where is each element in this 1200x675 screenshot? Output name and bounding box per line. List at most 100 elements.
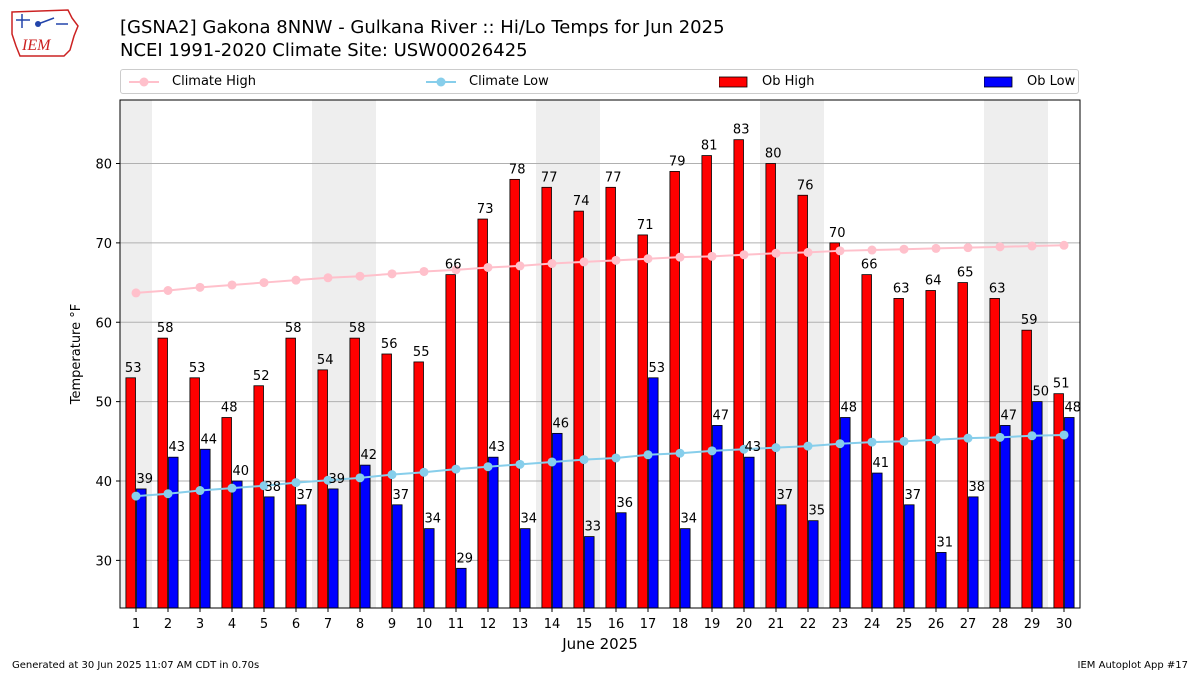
point-climate-high xyxy=(611,255,621,265)
data-label-ob-low: 53 xyxy=(649,361,666,376)
y-tick-label: 40 xyxy=(95,475,112,490)
point-climate-high xyxy=(867,245,877,255)
point-climate-high xyxy=(323,273,333,283)
bar-ob-high xyxy=(765,163,776,609)
legend-label-climate-low: Climate Low xyxy=(469,74,549,89)
x-tick-label: 4 xyxy=(228,617,236,632)
bar-ob-low xyxy=(936,552,947,609)
point-climate-high xyxy=(835,246,845,256)
data-label-ob-low: 37 xyxy=(905,488,922,503)
bar-ob-high xyxy=(381,353,392,609)
bar-ob-low xyxy=(1000,425,1011,609)
bar-ob-low xyxy=(872,472,883,609)
iem-logo: IEM xyxy=(8,6,80,60)
point-climate-low xyxy=(579,455,589,465)
point-climate-high xyxy=(931,243,941,253)
bar-ob-low xyxy=(584,536,595,609)
data-label-ob-high: 58 xyxy=(285,321,302,336)
bar-ob-high xyxy=(1053,393,1064,609)
bar-ob-low xyxy=(616,512,627,609)
data-label-ob-high: 58 xyxy=(349,321,366,336)
data-label-ob-low: 43 xyxy=(489,440,506,455)
point-climate-low xyxy=(451,464,461,474)
bar-ob-low xyxy=(904,504,915,609)
x-tick-label: 30 xyxy=(1056,617,1073,632)
bar-ob-high xyxy=(605,186,616,609)
bar-ob-low xyxy=(360,464,371,609)
point-climate-low xyxy=(355,473,365,483)
point-climate-high xyxy=(547,259,557,269)
data-label-ob-high: 53 xyxy=(125,361,142,376)
point-climate-low xyxy=(899,436,909,446)
data-label-ob-high: 58 xyxy=(157,321,174,336)
data-label-ob-low: 47 xyxy=(713,408,730,423)
iowa-map-logo-icon: IEM xyxy=(11,9,79,57)
bar-ob-high xyxy=(829,242,840,609)
point-climate-high xyxy=(771,248,781,258)
data-label-ob-low: 37 xyxy=(777,488,794,503)
line-climate-high xyxy=(135,244,1065,294)
bar-ob-low xyxy=(968,496,979,609)
y-tick-label: 70 xyxy=(95,237,112,252)
x-tick-label: 26 xyxy=(928,617,945,632)
weekend-band xyxy=(984,100,1016,608)
bar-ob-low xyxy=(264,496,275,609)
point-climate-low xyxy=(515,459,525,469)
bar-ob-high xyxy=(157,337,168,609)
point-climate-low xyxy=(483,462,493,472)
bar-ob-high xyxy=(573,210,584,609)
data-label-ob-low: 39 xyxy=(137,472,154,487)
point-climate-high xyxy=(995,242,1005,252)
data-label-ob-high: 53 xyxy=(189,361,206,376)
data-label-ob-low: 50 xyxy=(1033,385,1050,400)
weekend-band xyxy=(568,100,600,608)
data-label-ob-low: 42 xyxy=(361,448,378,463)
x-tick-label: 12 xyxy=(480,617,497,632)
x-tick-label: 17 xyxy=(640,617,657,632)
data-label-ob-low: 34 xyxy=(425,512,442,527)
bar-ob-low xyxy=(1064,417,1075,609)
data-label-ob-high: 54 xyxy=(317,353,334,368)
point-climate-high xyxy=(131,288,141,298)
point-climate-low xyxy=(291,478,301,488)
legend-swatch-ob-low xyxy=(984,76,1013,88)
bar-ob-high xyxy=(317,369,328,609)
bar-ob-low xyxy=(136,488,147,609)
bar-ob-high xyxy=(637,234,648,609)
point-climate-low xyxy=(163,489,173,499)
data-label-ob-low: 29 xyxy=(457,551,474,566)
data-label-ob-high: 83 xyxy=(733,123,750,138)
bar-ob-low xyxy=(392,504,403,609)
y-tick-label: 30 xyxy=(95,554,112,569)
point-climate-high xyxy=(1027,241,1037,251)
point-climate-low xyxy=(931,435,941,445)
x-tick-label: 1 xyxy=(132,617,140,632)
point-climate-low xyxy=(771,443,781,453)
weekend-band xyxy=(344,100,376,608)
data-label-ob-high: 48 xyxy=(221,401,238,416)
point-climate-high xyxy=(483,262,493,272)
data-label-ob-high: 64 xyxy=(925,274,942,289)
data-label-ob-high: 65 xyxy=(957,266,974,281)
bar-ob-high xyxy=(541,186,552,609)
point-climate-high xyxy=(387,269,397,279)
bar-ob-high xyxy=(445,274,456,609)
data-label-ob-high: 80 xyxy=(765,147,782,162)
bar-ob-high xyxy=(1021,329,1032,609)
point-climate-high xyxy=(675,252,685,262)
chart-subtitle: NCEI 1991-2020 Climate Site: USW00026425 xyxy=(120,40,528,61)
point-climate-high xyxy=(899,244,909,254)
plot-frame xyxy=(119,99,1081,609)
weekend-band xyxy=(536,100,568,608)
point-climate-low xyxy=(867,437,877,447)
data-label-ob-high: 81 xyxy=(701,139,718,154)
bar-ob-high xyxy=(893,298,904,609)
weekend-band xyxy=(792,100,824,608)
data-label-ob-high: 73 xyxy=(477,202,494,217)
y-axis-label: Temperature °F xyxy=(69,304,84,405)
data-label-ob-low: 34 xyxy=(681,512,698,527)
x-tick-label: 24 xyxy=(864,617,881,632)
data-label-ob-high: 63 xyxy=(989,281,1006,296)
legend-swatch-ob-high xyxy=(719,76,748,88)
bar-ob-high xyxy=(349,337,360,609)
